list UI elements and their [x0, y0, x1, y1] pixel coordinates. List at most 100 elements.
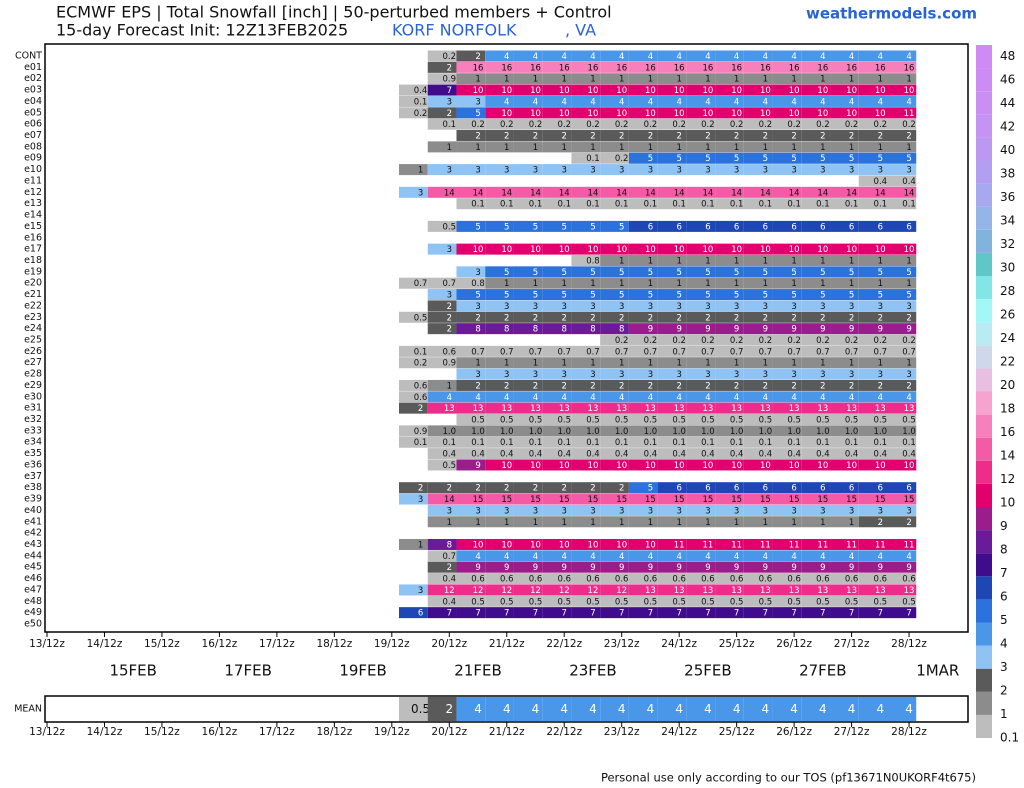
cell-label: 5 — [734, 268, 739, 278]
cell-label: 0.4 — [586, 450, 600, 460]
cell — [542, 345, 572, 357]
cell — [513, 164, 543, 176]
cell-label: 10 — [530, 109, 541, 119]
cell-label: 0.2 — [902, 120, 916, 130]
date-label: 21FEB — [454, 662, 501, 680]
cell-label: 3 — [734, 302, 739, 312]
cell-label: 2 — [705, 132, 710, 142]
cell-label: 8 — [447, 540, 452, 550]
date-label: 1MAR — [916, 662, 959, 680]
cell — [628, 584, 658, 596]
cell-label: 1 — [734, 143, 739, 153]
cell-label: 1.0 — [787, 427, 801, 437]
cell-label: 0.1 — [644, 200, 658, 210]
cell-label: 0.2 — [672, 336, 686, 346]
cell-label: 9 — [791, 325, 796, 335]
cell-label: 1.0 — [586, 427, 600, 437]
cell-label: 1 — [590, 75, 595, 85]
cell — [715, 277, 744, 289]
cell — [485, 323, 514, 335]
cell-label: 5 — [619, 222, 624, 232]
cell — [485, 561, 514, 573]
cell-label: 3 — [849, 166, 854, 176]
cell — [801, 84, 831, 96]
cell-label: 6 — [763, 484, 768, 494]
cell — [686, 107, 716, 119]
cell — [600, 550, 629, 562]
cell — [427, 95, 457, 107]
cell-label: 5 — [648, 268, 653, 278]
cell — [571, 595, 601, 607]
row-label: e24 — [24, 323, 42, 334]
cell — [542, 493, 572, 505]
row-label: e14 — [24, 210, 42, 221]
cell — [628, 118, 658, 130]
cell — [600, 345, 629, 357]
cell-label: 1 — [705, 75, 710, 85]
cell-label: 10 — [789, 109, 800, 119]
cell — [743, 311, 773, 323]
cell — [801, 516, 831, 528]
cell — [427, 550, 457, 562]
cell-label: 1 — [820, 75, 825, 85]
cell — [513, 73, 543, 85]
cell-label: 4 — [590, 393, 595, 403]
colorbar-label: 16 — [1000, 425, 1015, 439]
colorbar-segment — [976, 483, 992, 507]
colorbar-segment — [976, 299, 992, 323]
cell — [628, 607, 658, 619]
cell — [772, 141, 802, 153]
cell — [485, 516, 514, 528]
cell-label: 0.6 — [414, 381, 428, 391]
cell-label: 13 — [904, 586, 915, 596]
cell-label: 1 — [619, 256, 624, 266]
cell-label: 10 — [702, 245, 713, 255]
cell-label: 0.7 — [672, 347, 686, 357]
cell — [858, 493, 888, 505]
cell — [513, 538, 543, 550]
cell — [858, 595, 888, 607]
cell — [399, 402, 428, 414]
cell-label: 0.9 — [443, 359, 457, 369]
cell — [427, 164, 457, 176]
cell — [686, 550, 716, 562]
cell — [772, 345, 802, 357]
cell-label: 1.0 — [759, 427, 773, 437]
cell — [830, 368, 859, 380]
row-label: e42 — [24, 528, 42, 539]
cell — [485, 50, 514, 62]
cell-label: 1 — [447, 518, 452, 528]
cell-label: 4 — [791, 552, 796, 562]
cell-label: 1 — [705, 279, 710, 289]
cell — [686, 141, 716, 153]
cell — [830, 61, 859, 73]
cell-label: 2 — [445, 702, 453, 716]
cell-label: 15 — [674, 495, 685, 505]
cell — [427, 595, 457, 607]
row-label: e35 — [24, 448, 42, 459]
cell-label: 0.2 — [874, 120, 888, 130]
cell-label: 11 — [817, 540, 828, 550]
cell — [887, 482, 917, 494]
cell-label: 4 — [503, 702, 511, 716]
cell-label: 10 — [904, 461, 915, 471]
cell — [686, 84, 716, 96]
cell — [830, 73, 859, 85]
cell — [571, 493, 601, 505]
cell — [743, 414, 773, 426]
cell — [513, 482, 543, 494]
cell — [399, 277, 428, 289]
cell — [830, 436, 859, 448]
cell — [743, 459, 773, 471]
cell — [571, 50, 601, 62]
cell-label: 14 — [616, 188, 627, 198]
cell — [887, 141, 917, 153]
cell — [772, 243, 802, 255]
row-label: e31 — [24, 403, 42, 414]
cell — [571, 254, 601, 266]
cell — [858, 164, 888, 176]
cell-label: 14 — [702, 188, 713, 198]
row-label: e45 — [24, 562, 42, 573]
cell-label: 9 — [878, 325, 883, 335]
cell-label: 16 — [559, 63, 570, 73]
